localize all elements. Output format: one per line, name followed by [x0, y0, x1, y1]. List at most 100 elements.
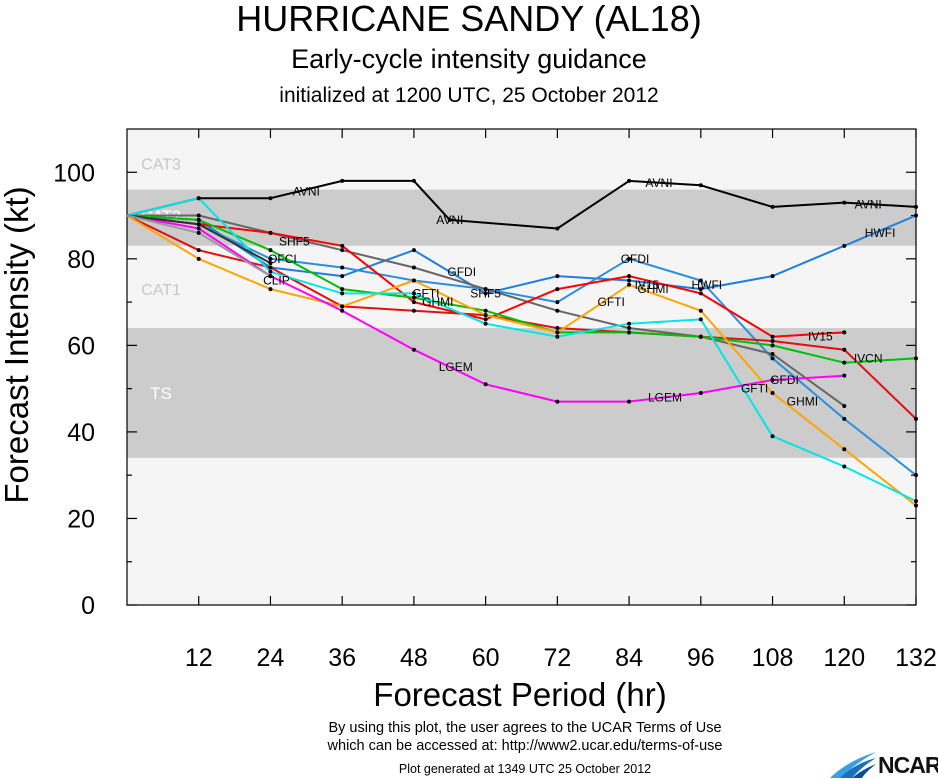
point-lgem — [196, 226, 201, 231]
point-hwfi — [483, 291, 488, 296]
point-ivcn — [698, 334, 703, 339]
point-ghmi — [196, 256, 201, 261]
y-tick-label: 0 — [81, 592, 95, 620]
point-iv15 — [196, 248, 201, 253]
point-ship — [842, 330, 847, 335]
point-ghmi — [698, 308, 703, 313]
point-ivcn — [196, 217, 201, 222]
point-hwfi — [842, 243, 847, 248]
x-tick-label: 108 — [752, 644, 794, 672]
x-tick-label: 84 — [615, 644, 643, 672]
series-label-avni: AVNI — [293, 185, 320, 199]
point-gfti — [268, 269, 273, 274]
series-label-iv15: IV15 — [635, 278, 660, 292]
band-base — [127, 457, 916, 605]
point-gfti — [555, 334, 560, 339]
point-shf5 — [842, 403, 847, 408]
point-ivcn — [914, 356, 918, 361]
point-gfti — [698, 317, 703, 322]
x-axis-label: Forecast Period (hr) — [373, 676, 666, 713]
point-shf5 — [411, 265, 416, 270]
point-lgem — [340, 308, 345, 313]
band-label-cat1: CAT1 — [141, 282, 181, 299]
point-gfti — [842, 464, 847, 469]
series-label-ghmi: GHMI — [422, 295, 453, 309]
point-ghmi — [555, 330, 560, 335]
point-lgem — [770, 377, 775, 382]
point-clip — [268, 274, 273, 279]
terms-line-2: which can be accessed at: http://www2.uc… — [327, 738, 723, 754]
point-ivcn — [483, 308, 488, 313]
point-ghmi — [842, 447, 847, 452]
point-gfti — [340, 291, 345, 296]
ncar-logo-text: NCAR — [878, 752, 938, 778]
chart-subtitle: Early-cycle intensity guidance — [291, 44, 647, 74]
point-iv15 — [411, 308, 416, 313]
point-avni — [698, 183, 703, 188]
point-lgem — [555, 399, 560, 404]
point-hwfi — [555, 274, 560, 279]
series-label-ghmi: GHMI — [637, 282, 668, 296]
point-avni — [447, 217, 452, 222]
point-lgem — [842, 373, 847, 378]
series-label-lgem: LGEM — [439, 360, 473, 374]
point-gfdi — [842, 416, 847, 421]
x-tick-label: 36 — [328, 644, 356, 672]
generated-line: Plot generated at 1349 UTC 25 October 20… — [398, 762, 652, 776]
x-tick-label: 48 — [400, 644, 428, 672]
series-label-gfti: GFTI — [597, 295, 624, 309]
series-line-ivcn — [126, 214, 917, 364]
point-ghmi — [340, 304, 345, 309]
point-ghmi — [483, 313, 488, 318]
y-tick-label: 60 — [67, 332, 95, 360]
series-label-avni: AVNI — [645, 176, 672, 190]
point-hwfi — [627, 278, 632, 283]
point-avni — [914, 204, 918, 209]
series-label-gfti: GFTI — [741, 382, 768, 396]
x-tick-label: 24 — [257, 644, 285, 672]
series-label-gfdi: GFDI — [447, 265, 476, 279]
point-ship — [340, 243, 345, 248]
point-ship — [555, 287, 560, 292]
point-ivcn — [842, 360, 847, 365]
y-tick-label: 80 — [67, 246, 95, 274]
point-ship — [411, 300, 416, 305]
x-tick-label: 12 — [185, 644, 213, 672]
point-ship — [770, 334, 775, 339]
x-tick-label: 120 — [823, 644, 865, 672]
series-label-ghmi: GHMI — [787, 395, 818, 409]
series-label-iv15: IV15 — [808, 330, 833, 344]
point-ship — [627, 274, 632, 279]
y-axis-label: Forecast Intensity (kt) — [0, 186, 35, 503]
series-label-hwfi: HWFI — [865, 226, 896, 240]
point-ivcn — [627, 330, 632, 335]
point-gfti — [411, 291, 416, 296]
series-points — [196, 178, 918, 508]
point-clip — [196, 230, 201, 235]
point-iv15 — [770, 339, 775, 344]
series-label-gfdi: GFDI — [621, 252, 650, 266]
point-ghmi — [411, 278, 416, 283]
point-shf5 — [196, 213, 201, 218]
point-iv15 — [555, 326, 560, 331]
point-ofci — [268, 261, 273, 266]
point-gfti — [483, 321, 488, 326]
band-label-cat3: CAT3 — [141, 157, 181, 174]
point-avni — [842, 200, 847, 205]
point-shf5 — [555, 308, 560, 313]
point-hwfi — [914, 213, 918, 218]
point-iv15 — [914, 416, 918, 421]
point-ship — [483, 317, 488, 322]
series-label-gfdi: GFDI — [770, 373, 799, 387]
series-labels: AVNI AVNI AVNI AVNI HWFI HWFI GFDI GFDI GFDI SHF5… — [263, 176, 895, 409]
point-lgem — [627, 399, 632, 404]
series-line-gfdi — [126, 214, 917, 476]
point-ship — [268, 230, 273, 235]
x-tick-label: 60 — [472, 644, 500, 672]
point-hwfi — [698, 287, 703, 292]
point-shf5 — [483, 287, 488, 292]
band-cat1 — [127, 245, 916, 329]
point-gfti — [627, 321, 632, 326]
x-tick-label: 72 — [543, 644, 571, 672]
